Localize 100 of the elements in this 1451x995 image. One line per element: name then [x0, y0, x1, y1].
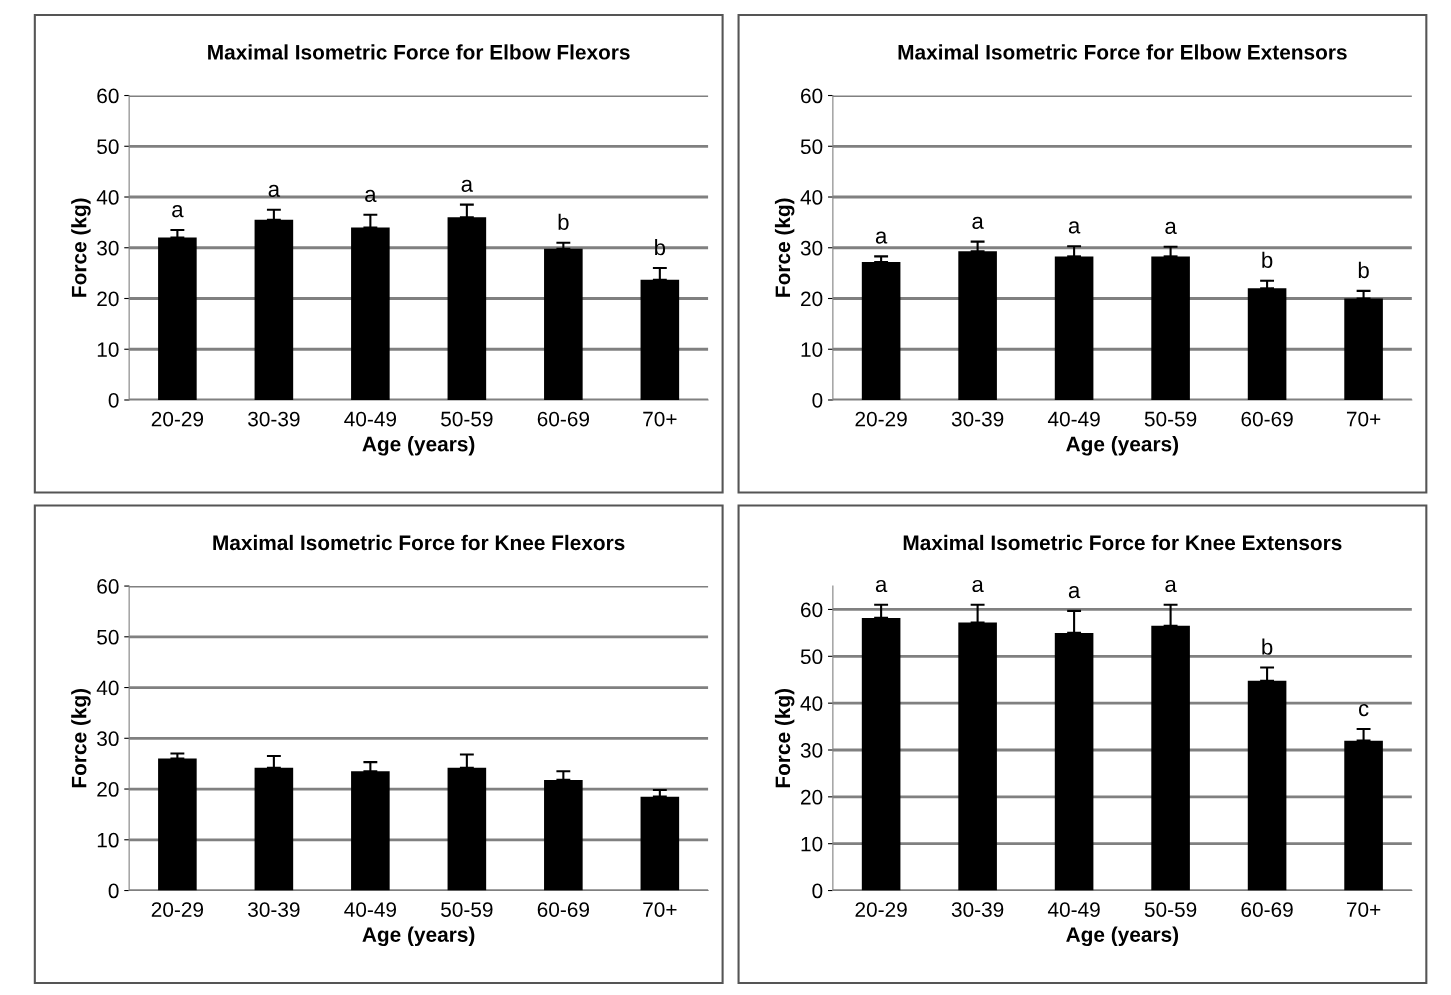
bar: [254, 219, 294, 400]
annotation: a: [365, 189, 377, 203]
y-tick-label: 20: [97, 291, 119, 307]
annotation: c: [1358, 704, 1369, 717]
y-tick-label: 60: [801, 88, 823, 104]
y-tick-label: 10: [97, 342, 119, 357]
bar: [1054, 256, 1094, 400]
bar: [1054, 632, 1094, 891]
x-tick-label: 50-59: [441, 411, 493, 427]
y-tick-label: 0: [812, 883, 823, 899]
x-tick-label: 40-49: [344, 411, 397, 427]
chart-title: Maximal Isometric Force for Elbow Flexors: [208, 44, 630, 60]
chart-title: Maximal Isometric Force for Elbow Extensors: [898, 44, 1347, 60]
y-axis-title: Force (kg): [774, 688, 795, 788]
x-axis-title: Age (years): [362, 926, 475, 947]
annotation: a: [972, 216, 984, 229]
bar: [1344, 740, 1383, 891]
y-tick-label: 0: [108, 392, 119, 408]
bar: [351, 771, 390, 891]
annotation: b: [1358, 261, 1369, 279]
y-tick-label: 50: [800, 139, 823, 155]
bar: [351, 227, 390, 400]
annotation: b: [1262, 251, 1273, 269]
y-tick-label: 30: [800, 743, 823, 758]
x-tick-label: 60-69: [537, 902, 590, 917]
x-tick-label: 70+: [643, 902, 677, 917]
annotation: a: [172, 205, 184, 218]
x-tick-label: 70+: [1346, 411, 1381, 427]
y-tick-label: 30: [800, 240, 823, 256]
y-tick-label: 20: [97, 782, 119, 797]
bar: [158, 758, 197, 891]
annotation: b: [1262, 638, 1273, 655]
bar: [861, 617, 901, 891]
y-tick-label: 40: [96, 680, 119, 696]
x-tick-label: 50-59: [1144, 902, 1197, 917]
annotation: a: [461, 179, 474, 192]
bar: [640, 796, 680, 891]
y-tick-label: 20: [801, 291, 823, 307]
x-tick-label: 30-39: [951, 411, 1004, 427]
bar: [1344, 298, 1383, 400]
y-tick-label: 50: [97, 629, 119, 645]
annotation: a: [972, 579, 984, 593]
y-axis-title: Force (kg): [774, 198, 795, 297]
x-tick-label: 40-49: [1047, 411, 1100, 427]
y-tick-label: 10: [801, 342, 823, 357]
y-tick-label: 20: [801, 789, 823, 805]
x-tick-label: 40-49: [1047, 902, 1100, 917]
y-tick-label: 40: [800, 190, 823, 205]
annotation: a: [1165, 579, 1177, 593]
annotation: a: [1165, 221, 1177, 235]
annotation: a: [1068, 221, 1081, 234]
bar: [958, 251, 997, 400]
y-axis-title: Force (kg): [71, 688, 91, 788]
x-tick-label: 40-49: [344, 902, 397, 917]
y-tick-label: 30: [97, 731, 119, 747]
x-tick-label: 20-29: [855, 902, 907, 917]
x-tick-label: 50-59: [441, 902, 493, 917]
chart-title: Maximal Isometric Force for Knee Extensors: [903, 534, 1342, 551]
bar: [254, 767, 294, 891]
y-tick-label: 50: [97, 139, 119, 155]
chart-title: Maximal Isometric Force for Knee Flexors: [213, 534, 625, 551]
y-tick-label: 30: [97, 240, 119, 256]
bar: [447, 767, 487, 891]
x-axis-title: Age (years): [362, 436, 475, 456]
bar: [640, 279, 680, 400]
x-axis-title: Age (years): [1066, 926, 1179, 947]
bar: [958, 622, 997, 891]
bar: [544, 248, 583, 400]
x-tick-label: 70+: [643, 411, 677, 427]
x-tick-label: 50-59: [1144, 411, 1197, 427]
y-tick-label: 40: [800, 696, 823, 711]
y-tick-label: 10: [97, 832, 119, 848]
bar: [861, 261, 901, 400]
bar: [1247, 680, 1287, 891]
y-tick-label: 50: [800, 649, 823, 665]
y-tick-label: 60: [801, 602, 823, 618]
y-tick-label: 10: [801, 836, 823, 852]
bar: [447, 217, 487, 400]
x-tick-label: 60-69: [537, 411, 590, 427]
x-tick-label: 60-69: [1241, 411, 1293, 427]
y-tick-label: 0: [108, 883, 119, 899]
y-tick-label: 40: [96, 190, 119, 205]
y-axis-title: Force (kg): [71, 198, 91, 297]
y-tick-label: 60: [97, 88, 119, 104]
bar: [1247, 288, 1287, 400]
x-tick-label: 30-39: [951, 902, 1004, 917]
bar: [1151, 625, 1190, 891]
x-tick-label: 20-29: [151, 411, 204, 427]
bar: [158, 237, 197, 400]
bar: [544, 779, 583, 891]
annotation: b: [655, 239, 666, 256]
y-tick-label: 60: [97, 579, 119, 594]
y-tick-label: 0: [812, 392, 823, 408]
x-tick-label: 20-29: [151, 902, 204, 917]
x-axis-title: Age (years): [1066, 436, 1179, 456]
annotation: b: [558, 213, 569, 230]
annotation: a: [875, 579, 888, 593]
x-tick-label: 70+: [1346, 902, 1381, 917]
bar: [1151, 256, 1190, 400]
annotation: a: [875, 231, 888, 244]
